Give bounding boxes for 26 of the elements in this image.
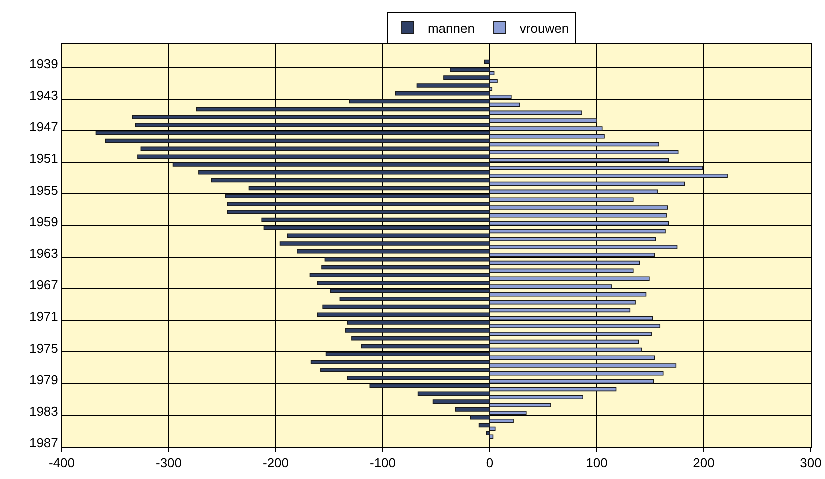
y-tick-label: 1975	[29, 340, 58, 356]
x-tick-label: -100	[370, 456, 396, 471]
x-tick-label: -300	[156, 456, 182, 471]
x-tick-label: 0	[486, 456, 494, 471]
legend-label: mannen	[428, 21, 475, 36]
y-tick-label: 1943	[29, 88, 58, 103]
bar	[450, 68, 490, 72]
y-tick-label: 1963	[29, 246, 58, 261]
y-tick-label: 1939	[29, 56, 58, 72]
x-tick-label: 200	[693, 456, 715, 471]
y-tick-label: 1987	[29, 436, 58, 451]
x-tick-label: 300	[800, 456, 822, 471]
x-tick-label: -400	[48, 456, 76, 471]
y-tick-label: 1955	[29, 182, 58, 198]
bar	[484, 60, 490, 64]
bar	[490, 434, 494, 440]
y-tick-label: 1951	[29, 151, 58, 166]
y-tick-label: 1967	[29, 278, 58, 293]
y-tick-label: 1971	[29, 309, 58, 324]
x-tick-label: 100	[586, 456, 608, 471]
y-tick-label: 1947	[29, 120, 58, 135]
x-tick-label: -200	[262, 456, 290, 471]
y-tick-label: 1959	[29, 214, 58, 230]
y-tick-label: 1983	[29, 404, 58, 419]
legend-label: vrouwen	[520, 21, 570, 36]
y-tick-label: 1979	[29, 372, 58, 388]
